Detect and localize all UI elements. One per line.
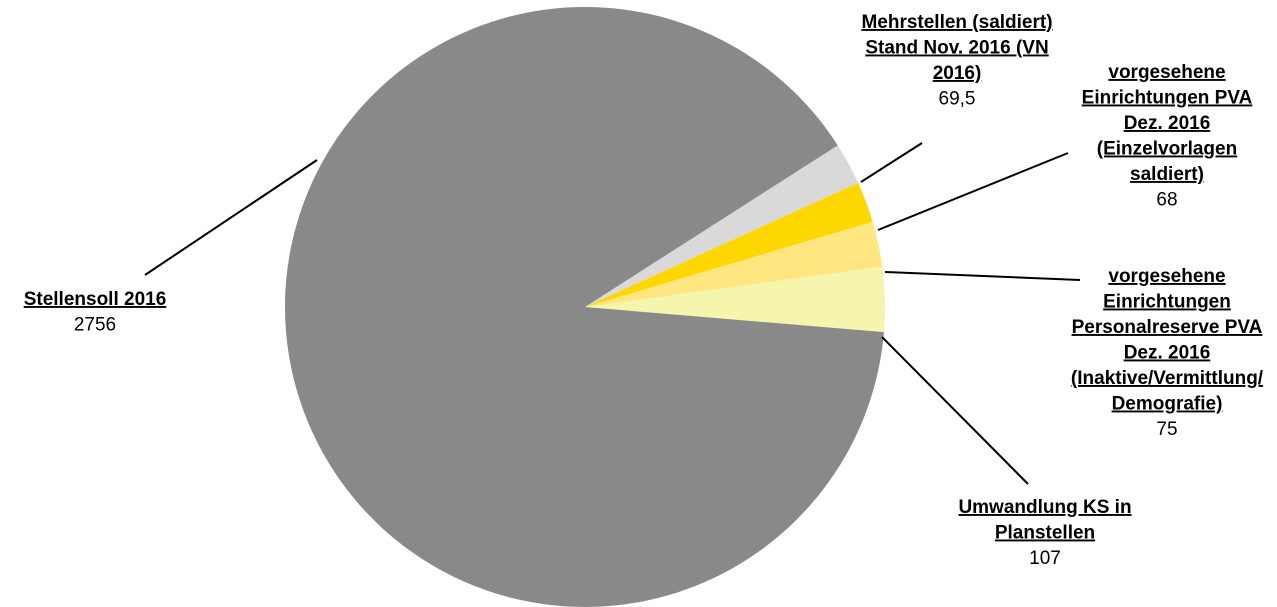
slice-label-line: (Inaktive/Vermittlung/	[1071, 368, 1264, 389]
slice-value-0: 2756	[74, 315, 116, 336]
slice-label-line: Einrichtungen	[1103, 292, 1231, 313]
leader-line-4	[881, 336, 1029, 485]
slice-label-line: Mehrstellen (saldiert)	[861, 12, 1052, 33]
slice-label-4: Umwandlung KS in Planstellen 107	[958, 497, 1131, 569]
leader-line-1	[860, 142, 923, 183]
slice-label-line: Personalreserve PVA	[1072, 317, 1263, 338]
pie-slice-3	[585, 221, 883, 307]
slice-value-2: 68	[1156, 190, 1177, 211]
slice-label-line: Dez. 2016	[1124, 113, 1211, 134]
slice-label-line: vorgesehene	[1108, 266, 1225, 287]
slice-label-0: Stellensoll 2016 2756	[24, 289, 167, 336]
leader-line-3	[884, 271, 1081, 281]
slice-label-line: Einrichtungen PVA	[1082, 88, 1253, 109]
leader-line-0	[144, 159, 318, 276]
slice-label-line: (Einzelvorlagen	[1097, 139, 1237, 160]
slice-value-3: 75	[1156, 419, 1177, 440]
slice-label-3: vorgesehene Einrichtungen Personalreserve …	[1071, 266, 1264, 440]
pie-slice-2	[585, 182, 873, 307]
slice-label-2: vorgesehene Einrichtungen PVA Dez. 2016 (Ei…	[1082, 62, 1253, 211]
slice-label-line: Umwandlung KS in	[958, 497, 1131, 518]
pie-slice-0	[285, 6, 884, 607]
pie-slice-1	[585, 145, 859, 307]
slice-label-line: Stellensoll 2016	[24, 289, 167, 310]
slice-label-line: 2016)	[933, 63, 982, 84]
slice-label-line: Stand Nov. 2016 (VN	[865, 38, 1048, 59]
slice-label-1: Mehrstellen (saldiert) Stand Nov. 2016 (V…	[861, 12, 1052, 110]
pie-slice-4	[585, 266, 886, 333]
slice-label-line: vorgesehene	[1108, 62, 1225, 83]
slice-value-1: 69,5	[939, 89, 976, 110]
slice-label-line: Demografie)	[1112, 394, 1223, 415]
slice-value-4: 107	[1029, 548, 1061, 569]
slice-label-line: Dez. 2016	[1124, 343, 1211, 364]
slice-label-line: saldiert)	[1130, 164, 1204, 185]
slice-label-line: Planstellen	[995, 523, 1095, 544]
leader-line-2	[877, 152, 1069, 231]
